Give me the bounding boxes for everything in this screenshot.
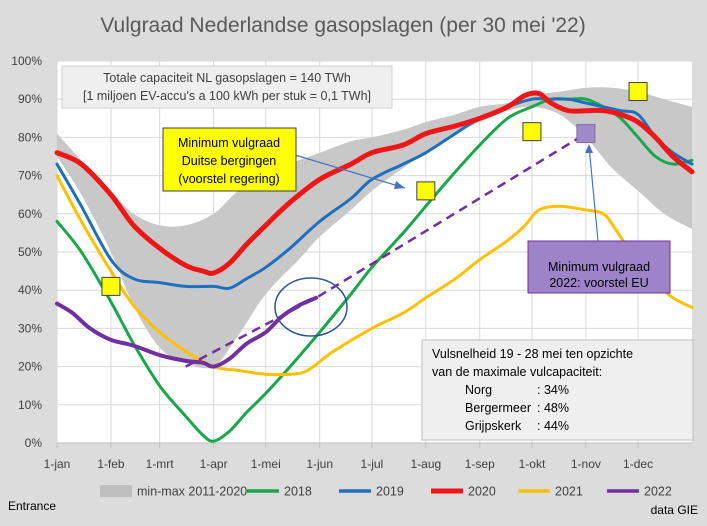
x-tick-label: 1-aug: [410, 457, 441, 471]
series-lines: [54, 90, 695, 443]
highlight-ellipse: [274, 277, 348, 337]
yellow-marker: [416, 181, 436, 201]
series-line-2019: [55, 97, 694, 291]
legend-label-2022: 2022: [644, 485, 672, 499]
capacity-info-box: Totale capaciteit NL gasopslagen = 140 T…: [61, 65, 393, 109]
y-tick-label: 50%: [18, 245, 42, 259]
fill-rate-line2: van de maximale vulcapaciteit:: [432, 365, 602, 379]
legend-label-2021: 2021: [555, 485, 583, 499]
projection-dashed-line: [185, 132, 587, 368]
eu-marker: [576, 124, 596, 144]
y-tick-label: 80%: [18, 130, 42, 144]
german-callout-line3: (voorstel regering): [178, 172, 279, 186]
x-tick-label: 1-mei: [251, 457, 281, 471]
fill-rate-row-norg-name: Norg: [465, 383, 492, 397]
y-tick-label: 20%: [18, 360, 42, 374]
fill-rate-row-grijpskerk-value: : 44%: [537, 419, 569, 433]
fill-rate-row-grijpskerk-name: Grijpskerk: [465, 419, 522, 433]
x-tick-label: 1-mrt: [146, 457, 175, 471]
x-tick-label: 1-sep: [465, 457, 495, 471]
x-tick-label: 1-okt: [519, 457, 546, 471]
german-callout-line1: Minimum vulgraad: [178, 136, 280, 150]
y-axis: 0% 10% 20% 30% 40% 50% 60% 70% 80% 90% 100%: [11, 54, 42, 450]
y-tick-label: 10%: [18, 398, 42, 412]
footer-source-right: data GIE: [651, 503, 698, 517]
yellow-marker: [628, 82, 648, 102]
fill-rate-box: Vulsnelheid 19 - 28 mei ten opzichte van…: [421, 339, 694, 441]
legend: min-max 2011-2020 2018 2019 2020 2021 2022: [100, 485, 672, 499]
legend-label-min-max 2011-2020: min-max 2011-2020: [137, 485, 247, 499]
series-line-2021: [55, 174, 694, 377]
y-tick-label: 40%: [18, 283, 42, 297]
eu-callout-line1: Minimum vulgraad: [548, 260, 650, 274]
fill-rate-row-bergermeer-value: : 48%: [537, 401, 569, 415]
series-line-2022: [55, 295, 319, 369]
series-line-2020: [54, 90, 695, 276]
chart-title: Vulgraad Nederlandse gasopslagen (per 30…: [100, 14, 585, 37]
eu-minimum-callout: Minimum vulgraad 2022: voorstel EU: [527, 144, 671, 294]
german-callout-line2: Duitse bergingen: [182, 154, 277, 168]
fill-rate-row-norg-value: : 34%: [537, 383, 569, 397]
y-tick-label: 100%: [11, 54, 42, 68]
footer-source-left: Entrance: [8, 499, 56, 513]
yellow-marker: [101, 276, 121, 296]
legend-label-2018: 2018: [284, 485, 312, 499]
x-axis: 1-jan 1-feb 1-mrt 1-apr 1-mei 1-jun 1-jul 1-aug…: [44, 442, 692, 471]
x-tick-label: 1-feb: [97, 457, 125, 471]
band-area: [57, 87, 692, 369]
y-tick-label: 30%: [18, 321, 42, 335]
projection-line: [185, 132, 587, 368]
yellow-markers: [101, 82, 648, 296]
y-tick-label: 90%: [18, 92, 42, 106]
fill-rate-row-bergermeer-name: Bergermeer: [465, 401, 531, 415]
x-tick-label: 1-dec: [623, 457, 653, 471]
german-minimum-callout: Minimum vulgraad Duitse bergingen (voors…: [162, 127, 406, 192]
x-tick-label: 1-jan: [44, 457, 71, 471]
legend-label-2020: 2020: [468, 485, 496, 499]
x-tick-label: 1-apr: [200, 457, 228, 471]
y-tick-label: 0%: [25, 436, 43, 450]
yellow-marker: [522, 122, 542, 142]
capacity-info-line1: Totale capaciteit NL gasopslagen = 140 T…: [103, 71, 351, 85]
eu-callout-line2: 2022: voorstel EU: [549, 276, 648, 290]
capacity-info-line2: [1 miljoen EV-accu's a 100 kWh per stuk …: [83, 89, 371, 103]
min-max-band: [57, 87, 692, 369]
x-tick-label: 1-nov: [571, 457, 601, 471]
fill-rate-line1: Vulsnelheid 19 - 28 mei ten opzichte: [432, 347, 633, 361]
y-tick-label: 70%: [18, 169, 42, 183]
x-tick-label: 1-jul: [361, 457, 384, 471]
legend-swatch-band: [100, 485, 132, 497]
x-tick-label: 1-jun: [306, 457, 333, 471]
y-tick-label: 60%: [18, 207, 42, 221]
legend-label-2019: 2019: [376, 485, 404, 499]
